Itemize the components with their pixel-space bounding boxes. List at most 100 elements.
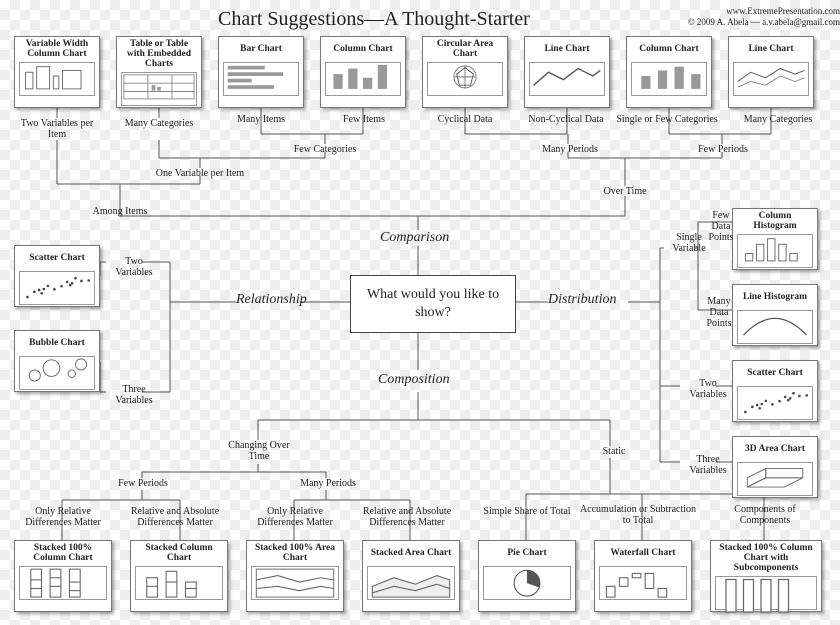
caption-many_cat: Many Categories <box>120 118 198 129</box>
caption-fewper: Few Periods <box>688 144 758 155</box>
caption-relabs2: Relative and Absolute Differences Matter <box>352 506 462 528</box>
center-question: What would you like to show? <box>350 275 516 333</box>
chart-thumbnail-icon <box>135 566 223 600</box>
caption-accum: Accumulation or Subtraction to Total <box>578 504 698 526</box>
caption-compcomp: Components of Components <box>710 504 820 526</box>
chart-card-c_vw: Variable Width Column Chart <box>14 36 100 108</box>
card-title: 3D Area Chart <box>737 440 813 460</box>
chart-card-c_bub: Bubble Chart <box>14 330 100 392</box>
chart-card-c_s100c: Stacked 100% Column Chart <box>14 540 112 612</box>
card-title: Column Histogram <box>737 212 813 232</box>
caption-overtime: Over Time <box>590 186 660 197</box>
card-title: Stacked 100% Area Chart <box>251 544 339 564</box>
caption-simple: Simple Share of Total <box>478 506 576 517</box>
branch-comparison: Comparison <box>380 230 449 246</box>
card-title: Bubble Chart <box>19 334 95 354</box>
branch-composition: Composition <box>378 372 450 388</box>
chart-thumbnail-icon <box>529 62 605 96</box>
card-title: Line Histogram <box>737 288 813 308</box>
caption-fewdata: Few Data Points <box>702 210 740 243</box>
chart-card-c_wf: Waterfall Chart <box>594 540 692 612</box>
card-title: Scatter Chart <box>19 249 95 269</box>
chart-card-c_colhist: Column Histogram <box>732 208 818 270</box>
card-title: Line Chart <box>529 40 605 60</box>
caption-onlyrel2: Only Relative Differences Matter <box>246 506 344 528</box>
card-title: Column Chart <box>631 40 707 60</box>
chart-card-c_line2: Line Chart <box>728 36 814 108</box>
chart-thumbnail-icon <box>737 386 813 420</box>
chart-card-c_scat: Scatter Chart <box>14 245 100 307</box>
chart-thumbnail-icon <box>19 62 95 96</box>
caption-amongitems: Among Items <box>80 206 160 217</box>
caption-twovar: Two Variables <box>106 256 162 278</box>
chart-card-c_line1: Line Chart <box>524 36 610 108</box>
card-title: Stacked 100% Column Chart with Subcompon… <box>715 544 817 574</box>
chart-thumbnail-icon <box>737 310 813 344</box>
chart-thumbnail-icon <box>251 566 339 600</box>
chart-card-c_bar: Bar Chart <box>218 36 304 108</box>
chart-thumbnail-icon <box>19 566 107 600</box>
chart-thumbnail-icon <box>121 72 197 106</box>
credits-url: www.ExtremePresentation.com <box>660 6 840 17</box>
card-title: Waterfall Chart <box>599 544 687 564</box>
card-title: Variable Width Column Chart <box>19 40 95 60</box>
caption-manyper: Many Periods <box>530 144 610 155</box>
card-title: Stacked 100% Column Chart <box>19 544 107 564</box>
chart-card-c_temb: Table or Table with Embedded Charts <box>116 36 202 108</box>
chart-thumbnail-icon <box>631 62 707 96</box>
caption-fewcat: Few Categories <box>280 144 370 155</box>
credits-copyright: © 2009 A. Abela — a.v.abela@gmail.com <box>660 17 840 28</box>
chart-card-c_linehist: Line Histogram <box>732 284 818 346</box>
card-title: Table or Table with Embedded Charts <box>121 40 197 70</box>
chart-thumbnail-icon <box>325 62 401 96</box>
chart-thumbnail-icon <box>19 356 95 390</box>
card-title: Circular Area Chart <box>427 40 503 60</box>
chart-thumbnail-icon <box>427 62 503 96</box>
caption-static: Static <box>584 446 644 457</box>
card-title: Pie Chart <box>483 544 571 564</box>
branch-relationship: Relationship <box>236 292 307 308</box>
chart-card-c_col2: Column Chart <box>626 36 712 108</box>
credits: www.ExtremePresentation.com © 2009 A. Ab… <box>660 6 840 29</box>
chart-card-c_s100sub: Stacked 100% Column Chart with Subcompon… <box>710 540 822 612</box>
chart-card-c_scoll: Stacked Column Chart <box>130 540 228 612</box>
caption-onlyrel1: Only Relative Differences Matter <box>14 506 112 528</box>
caption-chgot: Changing Over Time <box>224 440 294 462</box>
chart-thumbnail-icon <box>19 271 95 305</box>
chart-thumbnail-icon <box>715 576 817 610</box>
caption-noncyc: Non-Cyclical Data <box>522 114 610 125</box>
card-title: Scatter Chart <box>737 364 813 384</box>
chart-card-c_s100a: Stacked 100% Area Chart <box>246 540 344 612</box>
caption-threevar2: Three Variables <box>680 454 736 476</box>
chart-thumbnail-icon <box>367 566 455 600</box>
chart-thumbnail-icon <box>483 566 571 600</box>
chart-card-c_pie: Pie Chart <box>478 540 576 612</box>
caption-manydata: Many Data Points <box>700 296 738 329</box>
card-title: Stacked Area Chart <box>367 544 455 564</box>
page-title: Chart Suggestions—A Thought-Starter <box>218 8 530 31</box>
caption-two_per_item: Two Variables per Item <box>18 118 96 140</box>
caption-mper: Many Periods <box>288 478 368 489</box>
card-title: Line Chart <box>733 40 809 60</box>
chart-thumbnail-icon <box>599 566 687 600</box>
branch-distribution: Distribution <box>548 292 616 308</box>
card-title: Column Chart <box>325 40 401 60</box>
caption-manycat2: Many Categories <box>734 114 822 125</box>
caption-fper: Few Periods <box>108 478 178 489</box>
chart-thumbnail-icon <box>733 62 809 96</box>
caption-cyclical: Cyclical Data <box>428 114 502 125</box>
chart-card-c_sarea: Stacked Area Chart <box>362 540 460 612</box>
caption-twovar2: Two Variables <box>680 378 736 400</box>
card-title: Bar Chart <box>223 40 299 60</box>
chart-card-c_col1: Column Chart <box>320 36 406 108</box>
caption-few_items: Few Items <box>334 114 394 125</box>
chart-card-c_3d: 3D Area Chart <box>732 436 818 498</box>
caption-relabs1: Relative and Absolute Differences Matter <box>120 506 230 528</box>
chart-thumbnail-icon <box>737 462 813 496</box>
caption-onevar: One Variable per Item <box>140 168 260 179</box>
caption-many_items: Many Items <box>228 114 294 125</box>
card-title: Stacked Column Chart <box>135 544 223 564</box>
chart-thumbnail-icon <box>223 62 299 96</box>
caption-sfc: Single or Few Categories <box>612 114 722 125</box>
chart-card-c_scat2: Scatter Chart <box>732 360 818 422</box>
